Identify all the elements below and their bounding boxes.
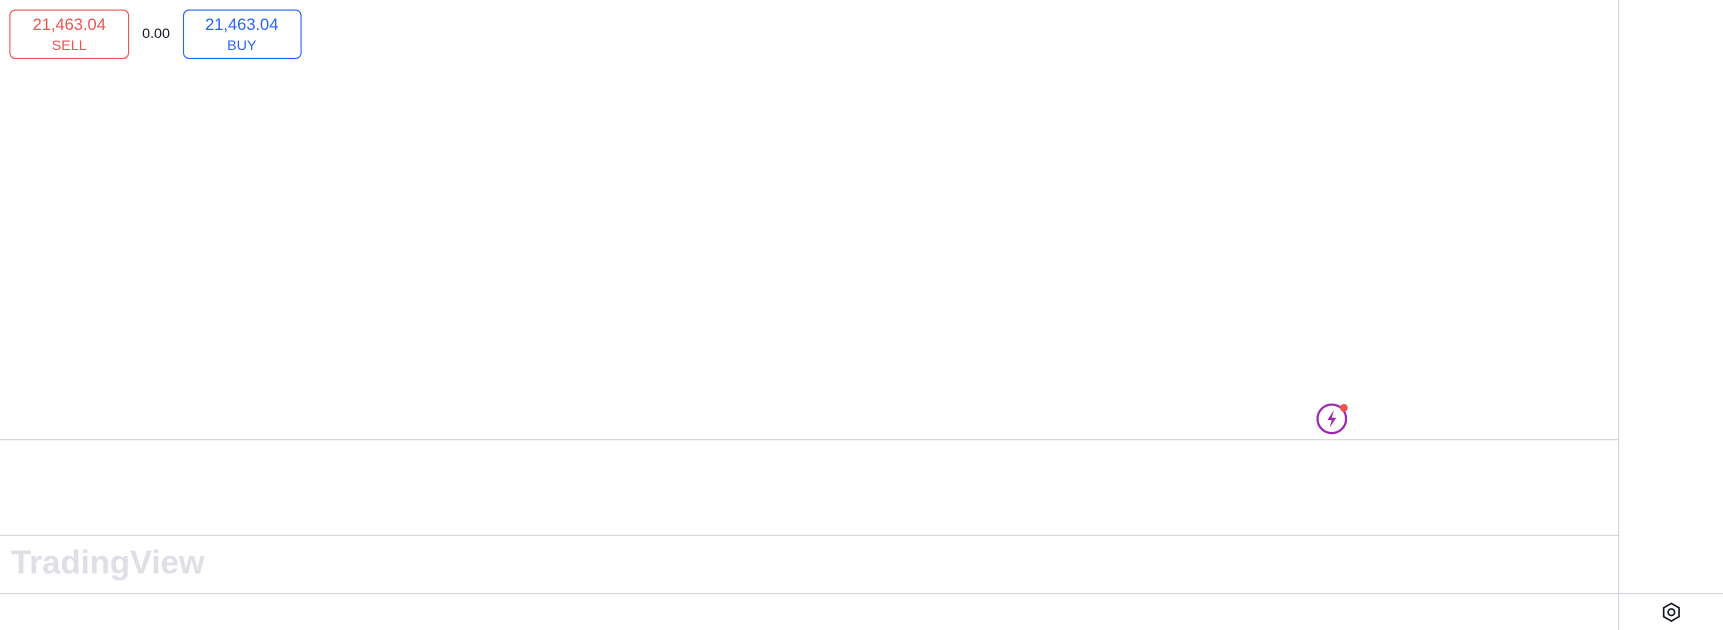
trade-panel: 21,463.04 SELL 0.00 21,463.04 BUY [9,9,302,59]
sell-button[interactable] [9,9,130,59]
watermark: TradingView [11,544,205,581]
settings-icon[interactable] [1662,602,1680,622]
spread: 0.00 [142,26,170,42]
buy-button[interactable] [182,9,302,59]
buy-label: BUY [227,38,257,54]
sell-price: 21,463.04 [33,16,106,34]
buy-price: 21,463.04 [205,16,278,34]
sell-label: SELL [52,38,87,54]
alert-icon[interactable] [1316,403,1348,435]
